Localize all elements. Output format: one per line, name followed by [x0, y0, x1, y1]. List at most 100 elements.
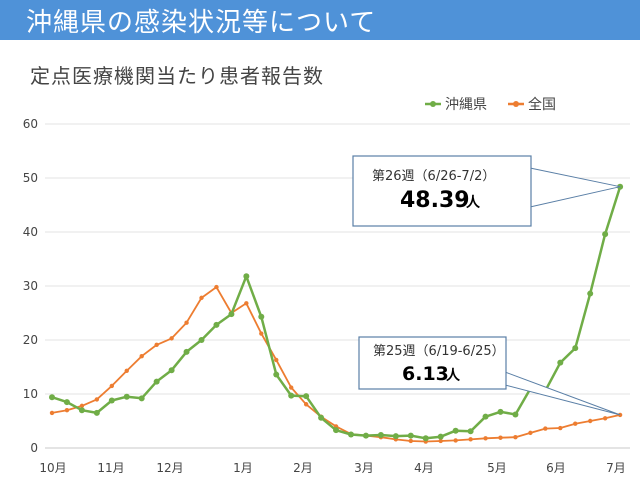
data-point — [497, 408, 504, 415]
data-point — [259, 331, 264, 336]
callout-box-1 — [352, 155, 532, 227]
header-bar: 沖縄県の感染状況等について — [0, 0, 640, 40]
data-point — [124, 368, 129, 373]
data-point — [63, 399, 70, 406]
data-point — [49, 410, 55, 416]
data-point — [422, 435, 429, 442]
callout-value-1: 48.39 — [400, 188, 470, 213]
data-point — [348, 431, 354, 438]
data-point — [303, 393, 310, 400]
data-point — [183, 348, 190, 355]
data-point — [468, 437, 473, 442]
y-tick-label: 60 — [23, 117, 38, 131]
x-tick-label: 10月 — [39, 461, 66, 475]
x-tick-label: 7月 — [606, 461, 626, 475]
data-point — [528, 430, 533, 436]
data-point — [437, 433, 444, 440]
data-point — [333, 427, 340, 434]
data-point — [452, 427, 459, 434]
data-point — [513, 435, 518, 440]
data-point — [572, 345, 579, 352]
data-point — [289, 385, 294, 390]
data-point — [588, 418, 593, 424]
callout-title-2: 第25週（6/19-6/25） — [373, 344, 505, 359]
y-tick-label: 0 — [30, 441, 38, 455]
data-point — [377, 432, 384, 439]
data-point — [228, 311, 235, 318]
data-point — [318, 414, 325, 421]
chart-title: 定点医療機関当たり患者報告数 — [30, 64, 324, 88]
data-point — [169, 336, 174, 341]
callout-unit-1: 人 — [466, 194, 481, 211]
data-point — [483, 436, 488, 441]
data-point — [109, 383, 115, 389]
data-point — [408, 438, 413, 444]
x-tick-label: 2月 — [293, 461, 313, 475]
data-point — [407, 432, 414, 439]
x-tick-label: 1月 — [233, 461, 253, 475]
data-point — [288, 392, 295, 399]
data-point — [199, 295, 204, 301]
data-point — [512, 411, 519, 418]
data-point — [258, 313, 265, 320]
data-point — [438, 438, 443, 444]
series-line-national — [51, 286, 621, 443]
data-point — [453, 438, 458, 443]
x-tick-label: 12月 — [156, 461, 183, 475]
data-point — [153, 378, 160, 385]
data-point — [498, 435, 503, 440]
data-point — [274, 357, 279, 363]
data-point — [587, 290, 594, 297]
y-tick-label: 40 — [23, 225, 38, 239]
y-tick-label: 20 — [23, 333, 38, 347]
callout-title-1: 第26週（6/26-7/2） — [372, 169, 495, 184]
data-point — [602, 416, 608, 421]
data-point — [198, 337, 205, 343]
x-tick-label: 6月 — [546, 461, 566, 475]
data-point — [108, 397, 115, 404]
data-point — [64, 408, 70, 413]
data-point — [543, 426, 548, 431]
x-tick-label: 11月 — [97, 461, 124, 475]
data-point — [214, 284, 219, 290]
data-point — [123, 393, 130, 400]
data-point — [303, 402, 309, 407]
page-title: 沖縄県の感染状況等について — [26, 8, 377, 38]
data-point — [184, 320, 189, 325]
data-point — [244, 301, 249, 306]
x-tick-label: 5月 — [487, 461, 507, 475]
legend-marker — [513, 101, 519, 107]
y-tick-label: 10 — [23, 387, 38, 401]
data-point — [573, 421, 578, 426]
data-point — [138, 395, 145, 402]
data-point — [78, 407, 85, 414]
legend-marker — [430, 101, 436, 107]
x-tick-label: 4月 — [414, 461, 434, 475]
data-point — [94, 397, 100, 402]
data-point — [243, 273, 250, 280]
y-tick-label: 30 — [23, 279, 38, 293]
data-point — [273, 371, 280, 378]
data-point — [213, 321, 220, 328]
data-point — [168, 367, 175, 374]
callout-pointer-2 — [504, 371, 621, 416]
data-point — [602, 231, 609, 238]
callout-value-2: 6.13 — [402, 363, 449, 385]
data-point — [93, 409, 100, 416]
data-point — [482, 413, 489, 420]
legend-item-okinawa: 沖縄県 — [445, 97, 487, 113]
data-point — [558, 425, 563, 431]
data-point — [79, 403, 85, 409]
series-line-okinawa — [51, 186, 622, 440]
data-point — [49, 394, 55, 401]
data-point — [154, 342, 159, 348]
y-tick-label: 50 — [23, 171, 38, 185]
data-point — [139, 354, 144, 359]
data-point — [392, 433, 399, 440]
callout-pointer-1 — [529, 167, 621, 208]
data-point — [557, 359, 564, 366]
x-tick-label: 3月 — [354, 461, 374, 475]
callout-box-2 — [358, 336, 507, 390]
data-point — [362, 432, 369, 439]
